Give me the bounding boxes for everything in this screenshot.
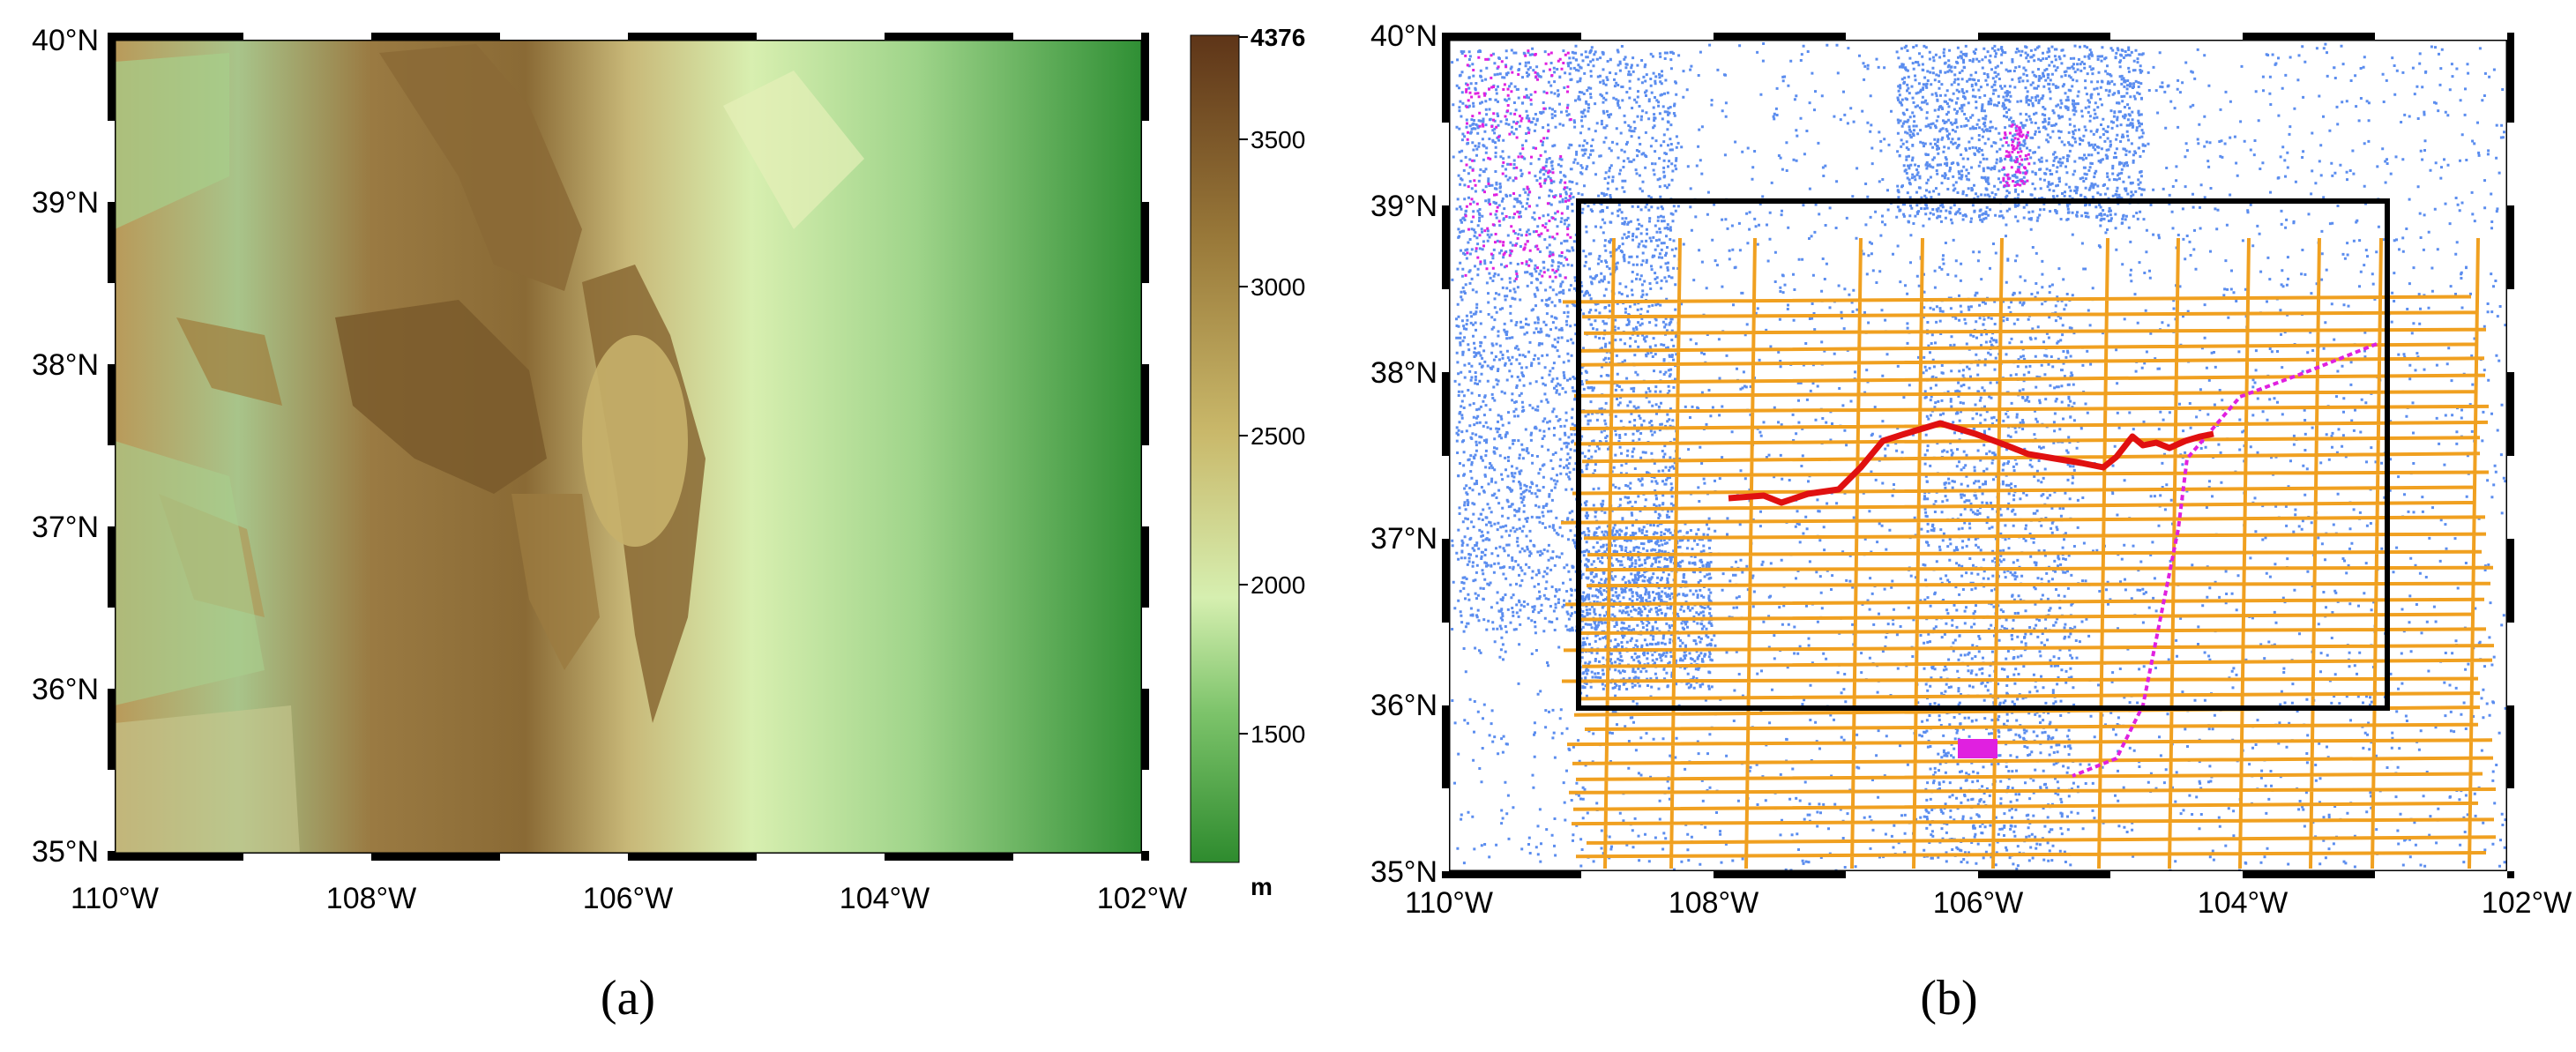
panel-b: 40°N 39°N 38°N 37°N 36°N 35°N 110°W 108°… (1370, 19, 2572, 1026)
lon-label-a-110: 110°W (71, 882, 159, 915)
elevation-map (115, 40, 1142, 854)
lon-label-b-110: 110°W (1405, 886, 1493, 920)
frame-ticks-b (1442, 33, 2514, 878)
magenta-patch (1958, 739, 1997, 758)
lon-label-b-104: 104°W (2198, 886, 2288, 920)
lat-label-a-37: 37°N (32, 511, 99, 544)
lon-label-a-108: 108°W (326, 882, 416, 915)
panel-a: 40°N 39°N 38°N 37°N 36°N 35°N 110°W 108°… (32, 24, 1305, 1026)
colorbar-max-label: 4376 (1251, 24, 1305, 51)
lat-label-b-37: 37°N (1370, 522, 1437, 556)
caption-b: (b) (1920, 971, 1977, 1026)
colorbar-gradient (1190, 34, 1240, 863)
colorbar-tick-2000: 2000 (1251, 571, 1305, 599)
lat-label-b-36: 36°N (1370, 689, 1437, 722)
lon-label-b-106: 106°W (1933, 886, 2023, 920)
caption-a: (a) (601, 971, 655, 1026)
study-area-box (1576, 198, 2390, 711)
lat-label-a-39: 39°N (32, 186, 99, 220)
colorbar: 4376 3500 3000 2500 2000 1500 m (1190, 24, 1305, 900)
lat-label-b-40: 40°N (1370, 19, 1437, 53)
lon-label-a-102: 102°W (1097, 882, 1187, 915)
survey-layer (1451, 42, 2507, 871)
colorbar-unit: m (1251, 873, 1273, 900)
lat-label-a-40: 40°N (32, 24, 99, 57)
frame-ticks-a (108, 33, 1149, 861)
lat-label-b-39: 39°N (1370, 190, 1437, 223)
lon-label-b-102: 102°W (2482, 886, 2572, 920)
red-track (1728, 420, 2214, 506)
colorbar-tick-2500: 2500 (1251, 422, 1305, 450)
colorbar-tick-1500: 1500 (1251, 720, 1305, 748)
lon-label-a-106: 106°W (583, 882, 673, 915)
lon-label-b-108: 108°W (1669, 886, 1758, 920)
colorbar-tick-3000: 3000 (1251, 273, 1305, 301)
lat-label-a-36: 36°N (32, 673, 99, 706)
colorbar-tick-3500: 3500 (1251, 126, 1305, 153)
lat-label-a-35: 35°N (32, 835, 99, 869)
lat-label-b-35: 35°N (1370, 855, 1437, 889)
lat-label-a-38: 38°N (32, 348, 99, 382)
lat-label-b-38: 38°N (1370, 356, 1437, 390)
lon-label-a-104: 104°W (840, 882, 930, 915)
